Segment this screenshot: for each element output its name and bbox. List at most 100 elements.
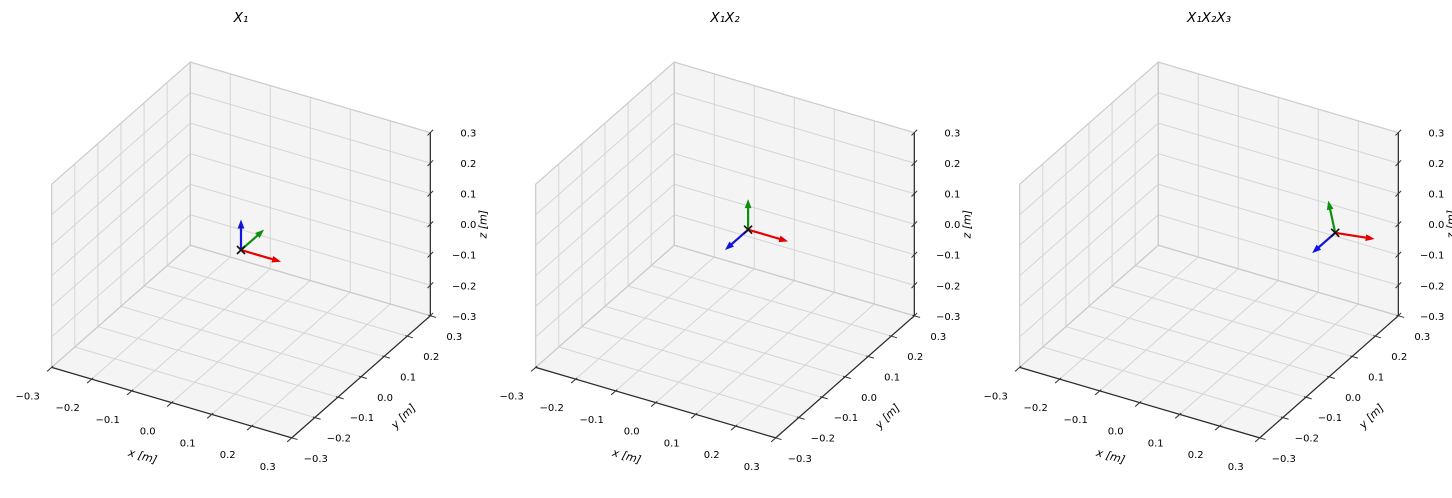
frame-z-arrowhead bbox=[1312, 244, 1322, 254]
z-tick-label: −0.3 bbox=[936, 312, 960, 323]
x-tick bbox=[1254, 436, 1262, 443]
x-tick-label: 0.2 bbox=[220, 450, 236, 461]
frame-z-arrowhead bbox=[237, 219, 245, 229]
y-tick bbox=[1257, 436, 1266, 441]
frame-y-arrowhead bbox=[1326, 200, 1334, 211]
z-tick bbox=[427, 282, 434, 289]
x-tick-label: −0.1 bbox=[580, 415, 604, 426]
z-tick bbox=[427, 221, 434, 228]
tick-group bbox=[1014, 129, 1405, 443]
z-tick bbox=[427, 129, 434, 136]
z-tick-label: 0.3 bbox=[944, 129, 960, 140]
transform-frame-group bbox=[1312, 200, 1375, 254]
y-tick bbox=[289, 436, 298, 441]
y-axis-label: y [m] bbox=[872, 401, 903, 432]
axes3d-content-x1x2: −0.3−0.3−0.3−0.2−0.2−0.2−0.1 −0.1−0.10.00… bbox=[500, 60, 974, 473]
x-tick bbox=[1094, 389, 1102, 396]
frame-x-arrowhead bbox=[1365, 234, 1375, 242]
frame-x-arrowhead bbox=[271, 255, 282, 263]
x-tick bbox=[1014, 365, 1022, 372]
x-tick bbox=[770, 436, 778, 443]
x-axis-label: x [m] bbox=[610, 446, 643, 467]
x-tick bbox=[650, 400, 658, 407]
y-tick-label: 0.0 bbox=[1345, 393, 1361, 404]
x-tick bbox=[530, 365, 538, 372]
y-tick bbox=[1350, 355, 1359, 359]
y-tick-label: 0.2 bbox=[423, 352, 439, 363]
gridline bbox=[167, 265, 408, 337]
x-axis-label: x [m] bbox=[1094, 446, 1127, 467]
axes3d-x1x2x3: −0.3−0.3−0.3−0.2−0.2−0.2−0.1 −0.1−0.10.00… bbox=[984, 10, 1452, 473]
x-tick-label: 0.3 bbox=[1228, 462, 1244, 473]
x-tick-label: 0.3 bbox=[260, 462, 276, 473]
y-tick-label: −0.2 bbox=[811, 434, 835, 445]
x-tick-label: 0.0 bbox=[624, 427, 640, 438]
x-tick bbox=[1054, 377, 1062, 384]
frame-x-arrowhead bbox=[778, 235, 789, 243]
y-tick bbox=[382, 355, 391, 359]
x-tick-label: 0.1 bbox=[180, 438, 196, 449]
x-tick bbox=[286, 436, 294, 443]
y-tick-label: 0.1 bbox=[400, 372, 416, 383]
z-tick-label: 0.2 bbox=[944, 159, 960, 170]
y-tick-label: −0.1 bbox=[1318, 413, 1342, 424]
plot-title-x1x2: X₁X₂ bbox=[709, 10, 740, 26]
y-tick-label: 0.2 bbox=[907, 352, 923, 363]
x-tick-label: 0.2 bbox=[704, 450, 720, 461]
subplot-x1x2x3: −0.3 −0.3 −0.3 −0.2 −0.2 −0.2 −0.1 −0.1 −0.1 0.0 0… bbox=[968, 0, 1452, 498]
y-tick bbox=[1303, 396, 1312, 400]
z-tick-label: 0.2 bbox=[1428, 159, 1444, 170]
frame-x-arrow bbox=[747, 228, 784, 241]
z-axis-label: z [m] bbox=[476, 210, 489, 240]
subplot-x1x2: −0.3 −0.3 −0.3 −0.2 −0.2 −0.2 −0.1 −0.1 −0.1 0.0 0… bbox=[484, 0, 974, 498]
z-tick-label: −0.2 bbox=[452, 281, 476, 292]
x-tick-label: −0.2 bbox=[56, 403, 80, 414]
y-tick bbox=[312, 416, 321, 420]
y-axis-label: y [m] bbox=[388, 401, 419, 432]
x-tick bbox=[46, 365, 54, 372]
transform-frame-group bbox=[236, 219, 282, 263]
z-tick-label: 0.1 bbox=[944, 190, 960, 201]
y-tick bbox=[405, 335, 414, 339]
z-tick bbox=[427, 159, 434, 167]
y-tick-label: −0.2 bbox=[1295, 434, 1319, 445]
z-tick bbox=[911, 190, 918, 197]
z-tick-label: 0.1 bbox=[460, 190, 476, 201]
x-tick-label: 0.0 bbox=[140, 427, 156, 438]
y-tick-label: −0.3 bbox=[304, 454, 328, 465]
z-tick bbox=[911, 129, 918, 136]
x-tick bbox=[166, 400, 174, 407]
z-tick-label: 0.3 bbox=[1428, 129, 1444, 140]
z-tick-label: −0.2 bbox=[1420, 281, 1444, 292]
x-tick-label: −0.3 bbox=[984, 391, 1008, 402]
y-tick bbox=[358, 375, 367, 379]
axes3d-content-x1: −0.3−0.3−0.3−0.2−0.2−0.2−0.1 −0.1−0.10.00… bbox=[16, 60, 489, 473]
z-axis-label: z [m] bbox=[960, 210, 973, 240]
x-tick-label: 0.3 bbox=[744, 462, 760, 473]
frame-y-arrow bbox=[1328, 205, 1337, 234]
frame-origin-marker bbox=[743, 225, 753, 235]
z-tick bbox=[1395, 282, 1402, 289]
x-tick bbox=[126, 389, 134, 396]
z-tick-label: −0.3 bbox=[1420, 312, 1444, 323]
gridline bbox=[535, 92, 675, 216]
x-tick bbox=[570, 377, 578, 384]
gridline bbox=[190, 92, 431, 164]
x-tick-label: −0.1 bbox=[1064, 415, 1088, 426]
z-tick bbox=[427, 251, 434, 258]
y-tick bbox=[335, 396, 344, 400]
axes3d-x1: −0.3−0.3−0.3−0.2−0.2−0.2−0.1 −0.1−0.10.00… bbox=[16, 10, 490, 473]
z-tick-label: 0.1 bbox=[1428, 190, 1444, 201]
z-tick bbox=[1395, 159, 1402, 167]
y-tick bbox=[773, 436, 782, 441]
label-group: −0.3−0.3−0.3−0.2−0.2−0.2−0.1 −0.1−0.10.00… bbox=[500, 129, 974, 473]
z-tick bbox=[1395, 129, 1402, 136]
x-tick bbox=[730, 424, 738, 431]
gridline bbox=[1019, 92, 1159, 216]
y-tick-label: 0.0 bbox=[861, 393, 877, 404]
y-tick-label: −0.3 bbox=[788, 454, 812, 465]
z-tick bbox=[911, 251, 918, 258]
y-tick-label: 0.1 bbox=[884, 372, 900, 383]
y-tick bbox=[889, 335, 898, 339]
y-tick bbox=[842, 375, 851, 379]
